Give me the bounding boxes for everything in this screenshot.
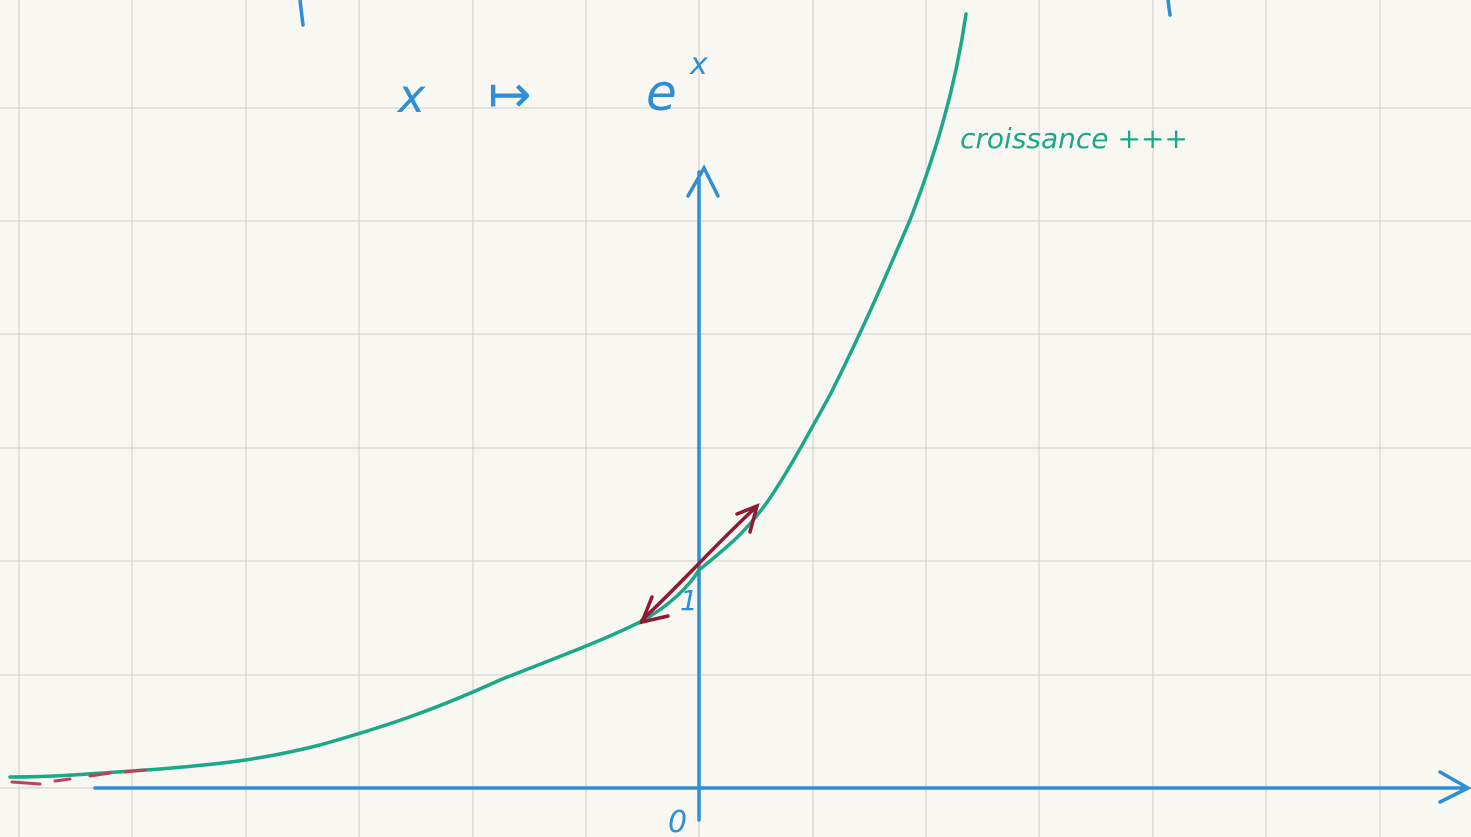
tangent-line [640, 506, 757, 622]
mapping-base: e [646, 64, 677, 122]
annotation: croissance +++ [960, 122, 1188, 155]
asymptote-dash [10, 768, 147, 786]
exp-curve [8, 12, 968, 779]
mapping-variable: x [396, 69, 426, 123]
cut-strokes [298, 0, 1172, 27]
axes [93, 0, 1471, 822]
y-axis [686, 164, 720, 822]
mapping-exponent: x [689, 47, 708, 82]
unit-label: 1 [680, 584, 698, 617]
tangent [10, 503, 760, 786]
mapping-arrow: ↦ [488, 65, 532, 125]
origin-label: 0 [668, 805, 687, 837]
x-axis [93, 770, 1471, 804]
tangent-arrow-left [639, 595, 670, 625]
tangent-arrow-right [735, 503, 760, 534]
